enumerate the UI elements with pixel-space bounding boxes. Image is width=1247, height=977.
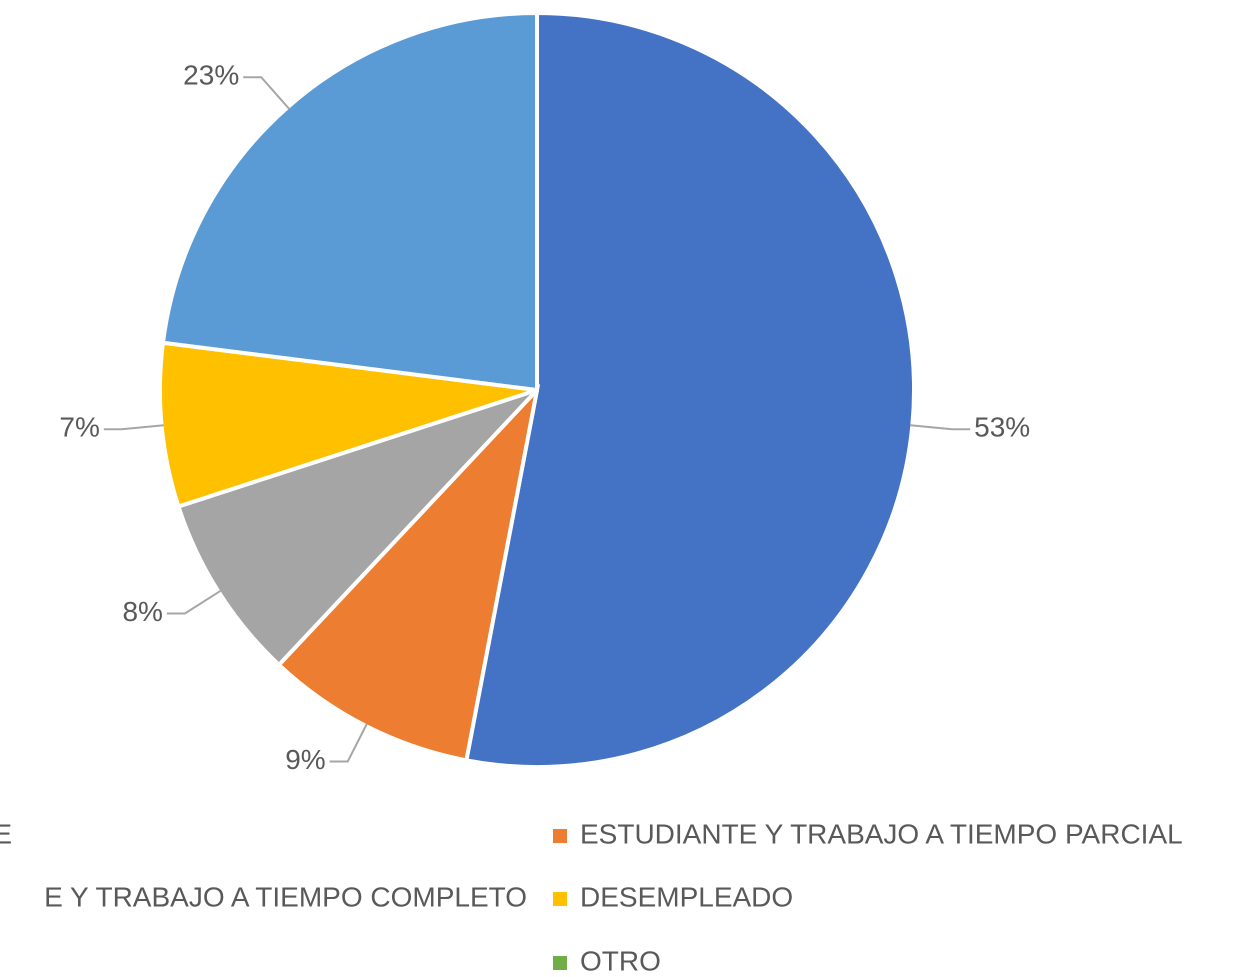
data-label: 9% xyxy=(285,744,325,775)
legend-label: ESTUDIANTE Y TRABAJO A TIEMPO PARCIAL xyxy=(580,818,1183,849)
leader-line xyxy=(910,424,971,431)
leader-line xyxy=(243,76,290,110)
legend-label: E xyxy=(0,818,12,849)
legend-swatch xyxy=(553,829,567,843)
leader-line xyxy=(166,590,221,615)
legend-label: OTRO xyxy=(580,945,661,976)
leader-line xyxy=(329,723,368,763)
data-label: 7% xyxy=(59,412,99,443)
data-label: 53% xyxy=(974,412,1030,443)
legend-swatch xyxy=(553,956,567,970)
legend-label: DESEMPLEADO xyxy=(580,881,793,912)
data-label: 8% xyxy=(122,596,162,627)
legend-label: E Y TRABAJO A TIEMPO COMPLETO xyxy=(44,881,527,912)
data-label: 23% xyxy=(183,60,239,91)
leader-line xyxy=(103,424,164,431)
legend-swatch xyxy=(553,892,567,906)
